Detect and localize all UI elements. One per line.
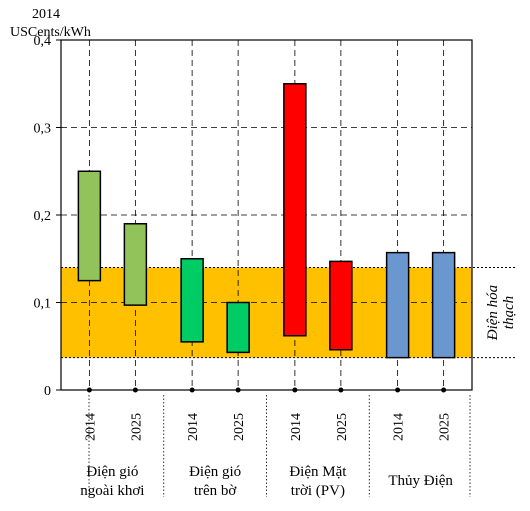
- x-marker: [395, 387, 401, 393]
- x-marker: [292, 387, 298, 393]
- fossil-band-label: Điện hóathạch: [485, 285, 517, 341]
- range-bar: [385, 251, 410, 359]
- category-label: trên bờ: [194, 483, 238, 499]
- category-label: trời (PV): [291, 483, 345, 499]
- x-marker: [189, 387, 195, 393]
- x-year-label: 2025: [232, 413, 247, 441]
- category-label: Điện gió: [86, 464, 138, 480]
- unit-label-line: USCents/kWh: [10, 25, 91, 40]
- range-bar: [329, 260, 353, 351]
- unit-label-line: 2014: [32, 7, 60, 22]
- range-bar: [226, 301, 250, 354]
- x-year-label: 2014: [186, 413, 201, 441]
- fossil-band: [61, 267, 472, 358]
- x-year-label: 2014: [289, 413, 304, 441]
- category-label-layer: 2014 2025 2014 2025 2014 2025 2014 2025 Điện gió…: [80, 395, 471, 499]
- x-year-label: 2014: [83, 413, 98, 441]
- x-marker: [86, 387, 92, 393]
- y-tick-label: 0,4: [34, 34, 52, 49]
- axis-layer: 0 0,1 0,2 0,3 0,4: [34, 34, 473, 399]
- x-year-label: 2025: [335, 413, 350, 441]
- x-marker: [132, 387, 138, 393]
- y-tick-label: 0: [44, 384, 51, 399]
- x-marker: [441, 387, 447, 393]
- category-label: Điện gió: [189, 464, 241, 480]
- y-unit-label: 2014 USCents/kWh: [10, 7, 91, 40]
- range-bar: [431, 251, 456, 359]
- x-year-label: 2014: [392, 413, 407, 441]
- x-year-label: 2025: [129, 413, 144, 441]
- category-label: Điện Mặt: [289, 464, 347, 480]
- range-bar: [283, 83, 307, 337]
- x-year-label: 2025: [438, 413, 453, 441]
- y-tick-label: 0,1: [34, 297, 52, 312]
- y-tick-label: 0,3: [34, 122, 52, 137]
- range-bar: [123, 223, 148, 306]
- x-marker: [235, 387, 241, 393]
- range-bar: [77, 170, 102, 282]
- x-marker: [338, 387, 344, 393]
- category-label: Thủy Điện: [388, 473, 453, 489]
- bar-layer: [77, 83, 456, 359]
- range-bar: [180, 258, 204, 343]
- y-tick-label: 0,2: [34, 209, 52, 224]
- category-label: ngoài khơi: [80, 483, 144, 499]
